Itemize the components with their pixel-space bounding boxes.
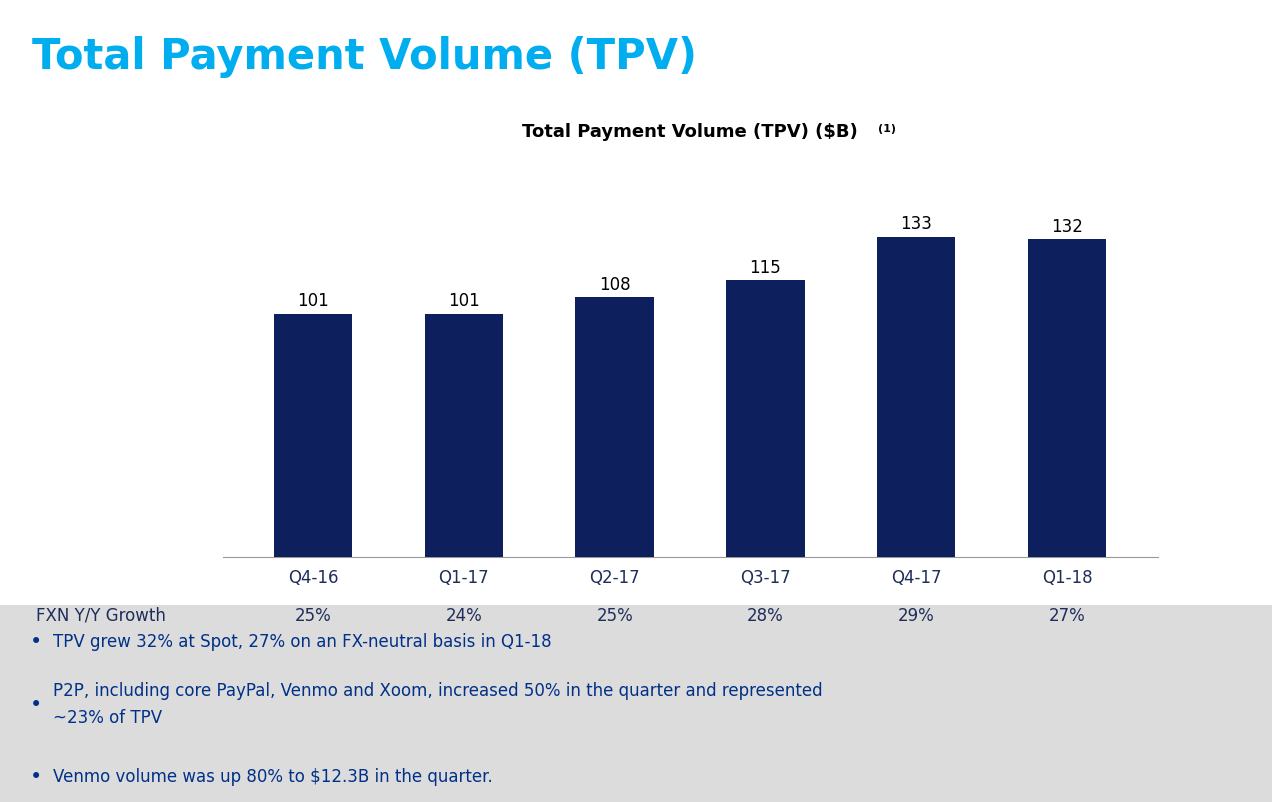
Text: 108: 108	[599, 275, 631, 294]
Text: •: •	[29, 694, 42, 714]
Bar	[1028, 240, 1107, 557]
Text: 25%: 25%	[597, 606, 633, 624]
Bar	[425, 314, 504, 557]
Text: 25%: 25%	[295, 606, 332, 624]
Text: 28%: 28%	[747, 606, 784, 624]
Text: 29%: 29%	[898, 606, 935, 624]
Text: P2P, including core PayPal, Venmo and Xoom, increased 50% in the quarter and rep: P2P, including core PayPal, Venmo and Xo…	[53, 682, 823, 726]
Text: 101: 101	[448, 292, 480, 310]
Text: 24%: 24%	[445, 606, 482, 624]
Bar	[878, 237, 955, 557]
Bar	[575, 298, 654, 557]
Text: Total Payment Volume (TPV): Total Payment Volume (TPV)	[32, 36, 697, 78]
Text: (1): (1)	[879, 124, 897, 134]
Text: •: •	[29, 767, 42, 787]
Bar	[726, 281, 805, 557]
Text: 101: 101	[298, 292, 329, 310]
Text: 132: 132	[1051, 217, 1082, 236]
Text: FXN Y/Y Growth: FXN Y/Y Growth	[36, 606, 165, 624]
Text: 115: 115	[749, 258, 781, 277]
Bar	[273, 314, 352, 557]
FancyBboxPatch shape	[0, 606, 1272, 802]
Text: Total Payment Volume (TPV) ($B): Total Payment Volume (TPV) ($B)	[523, 123, 857, 140]
Text: 133: 133	[901, 215, 932, 233]
Text: Venmo volume was up 80% to $12.3B in the quarter.: Venmo volume was up 80% to $12.3B in the…	[53, 768, 494, 785]
Text: 27%: 27%	[1048, 606, 1085, 624]
Text: •: •	[29, 631, 42, 651]
Text: TPV grew 32% at Spot, 27% on an FX-neutral basis in Q1-18: TPV grew 32% at Spot, 27% on an FX-neutr…	[53, 632, 552, 650]
